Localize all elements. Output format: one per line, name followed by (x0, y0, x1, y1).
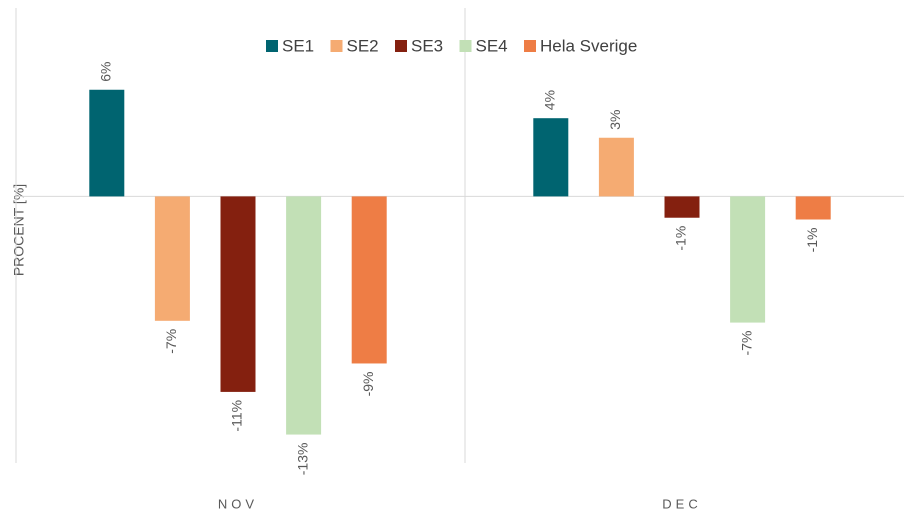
data-label: 4% (542, 90, 558, 110)
bar (730, 196, 766, 323)
data-label: 6% (98, 62, 114, 82)
legend-swatch (524, 40, 536, 52)
legend-label: SE3 (411, 36, 443, 55)
data-label: -1% (673, 226, 689, 251)
data-label: -1% (804, 228, 820, 253)
data-label: -7% (738, 331, 754, 356)
bar (220, 196, 256, 392)
data-label: -11% (229, 400, 245, 432)
x-tick-label: DEC (662, 496, 701, 511)
bar (598, 137, 634, 197)
legend-swatch (266, 40, 278, 52)
data-label: -13% (294, 443, 310, 476)
legend-label: SE4 (476, 36, 508, 55)
bar (89, 89, 125, 197)
legend-swatch (459, 40, 472, 52)
legend-label: SE2 (347, 36, 379, 55)
bar (664, 196, 700, 218)
bar (154, 196, 190, 321)
legend-swatch (330, 40, 343, 52)
bar (795, 196, 831, 220)
legend-label: Hela Sverige (540, 36, 637, 55)
x-tick-label: NOV (218, 496, 258, 511)
data-label: 3% (607, 110, 623, 130)
y-axis-label: PROCENT [%] (11, 184, 27, 276)
data-label: -7% (163, 329, 179, 354)
bar (533, 118, 569, 197)
bar (286, 196, 322, 435)
data-label: -9% (360, 371, 376, 396)
legend-label: SE1 (282, 36, 314, 55)
legend-swatch (395, 40, 407, 52)
bar (351, 196, 387, 364)
